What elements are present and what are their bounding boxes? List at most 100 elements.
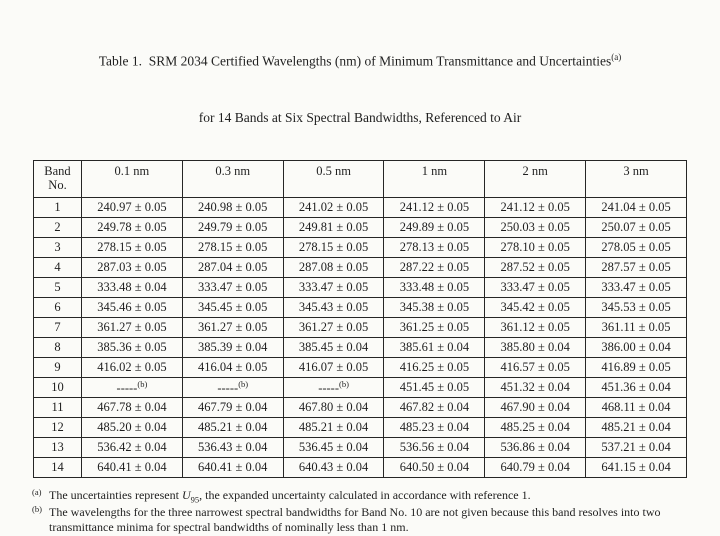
wavelength-cell: 385.80 ± 0.04 — [484, 336, 587, 358]
wavelength-cell: -----(b) — [81, 376, 183, 398]
band-number-cell: 8 — [33, 336, 82, 358]
wavelength-cell: 345.42 ± 0.05 — [484, 296, 587, 318]
wavelength-cell: 361.27 ± 0.05 — [282, 316, 385, 338]
footnotes: (a) The uncertainties represent U95, the … — [32, 486, 688, 536]
bandwidth-header: 0.1 nm — [81, 159, 183, 198]
table-row: 4 287.03 ± 0.05 287.04 ± 0.05 287.08 ± 0.05… — [33, 256, 687, 278]
band-number-cell: 9 — [33, 356, 82, 378]
table-row: 3 278.15 ± 0.05 278.15 ± 0.05 278.15 ± 0.05… — [33, 236, 687, 258]
bandwidth-header: 0.3 nm — [181, 159, 284, 198]
wavelength-cell: 250.07 ± 0.05 — [585, 216, 687, 238]
wavelength-cell: 278.05 ± 0.05 — [585, 236, 687, 258]
wavelength-cell: 361.12 ± 0.05 — [484, 316, 587, 338]
wavelength-cell: 249.78 ± 0.05 — [81, 216, 183, 238]
band-number-cell: 13 — [33, 436, 82, 458]
wavelength-cell: 333.47 ± 0.05 — [282, 276, 385, 298]
wavelength-cell: 416.57 ± 0.05 — [484, 356, 587, 378]
wavelength-cell: -----(b) — [181, 376, 284, 398]
footnote-a-text-before: The uncertainties represent — [49, 487, 182, 502]
band-number-cell: 5 — [33, 276, 82, 298]
table-row: 13 536.42 ± 0.04 536.43 ± 0.04 536.45 ± 0.0… — [33, 436, 687, 458]
wavelength-cell: 485.23 ± 0.04 — [383, 416, 486, 438]
band-number-cell: 6 — [33, 296, 82, 318]
wavelength-cell: 451.36 ± 0.04 — [585, 376, 687, 398]
footnote-ref-b: (b) — [238, 378, 249, 389]
wavelength-cell: 451.45 ± 0.05 — [383, 376, 486, 398]
wavelength-cell: 345.43 ± 0.05 — [282, 296, 385, 318]
header-row: Band No. 0.1 nm 0.3 nm 0.5 nm 1 nm 2 nm 3 nm — [33, 159, 687, 198]
wavelength-cell: 467.90 ± 0.04 — [484, 396, 587, 418]
wavelength-cell: 361.25 ± 0.05 — [383, 316, 486, 338]
footnote-b-text: The wavelengths for the three narrowest … — [49, 505, 661, 535]
table-row: 1 240.97 ± 0.05 240.98 ± 0.05 241.02 ± 0.05… — [33, 196, 687, 218]
wavelength-cell: 485.21 ± 0.04 — [181, 416, 284, 438]
wavelength-cell: 345.38 ± 0.05 — [383, 296, 486, 318]
wavelength-cell: 345.45 ± 0.05 — [181, 296, 284, 318]
band-number-cell: 7 — [33, 316, 82, 338]
u95-subscript: 95 — [190, 494, 200, 505]
wavelength-cell: 537.21 ± 0.04 — [585, 436, 687, 458]
wavelength-cell: 240.98 ± 0.05 — [181, 196, 284, 218]
u95-symbol: U — [181, 487, 191, 502]
wavelength-cell: 467.82 ± 0.04 — [383, 396, 486, 418]
wavelength-cell: 287.57 ± 0.05 — [585, 256, 687, 278]
wavelength-cell: 640.41 ± 0.04 — [181, 456, 284, 478]
table-row: 14 640.41 ± 0.04 640.41 ± 0.04 640.43 ± 0.0… — [33, 456, 687, 478]
footnote-a-text-after: , the expanded uncertainty calculated in… — [199, 487, 531, 502]
band-number-cell: 3 — [33, 236, 82, 258]
wavelength-cell: 451.32 ± 0.04 — [484, 376, 587, 398]
wavelength-cell: 249.89 ± 0.05 — [383, 216, 486, 238]
bandwidth-header: 1 nm — [383, 159, 486, 198]
wavelength-cell: 536.43 ± 0.04 — [181, 436, 284, 458]
footnote-a: (a) The uncertainties represent U95, the … — [32, 486, 688, 505]
wavelength-cell: 485.21 ± 0.04 — [282, 416, 385, 438]
table-title-line1: Table 1. SRM 2034 Certified Wavelengths … — [0, 51, 720, 71]
wavelength-cell: 416.07 ± 0.05 — [282, 356, 385, 378]
footnote-ref-b: (b) — [339, 378, 349, 389]
band-number-cell: 10 — [33, 376, 82, 398]
wavelength-cell: 416.02 ± 0.05 — [81, 356, 183, 378]
wavelength-cell: 536.42 ± 0.04 — [81, 436, 183, 458]
wavelength-cell: 640.41 ± 0.04 — [81, 456, 183, 478]
wavelength-cell: 241.04 ± 0.05 — [585, 196, 687, 218]
band-number-cell: 12 — [33, 416, 82, 438]
band-number-cell: 11 — [33, 396, 82, 418]
wavelength-cell: 467.80 ± 0.04 — [282, 396, 385, 418]
wavelength-cell: 467.78 ± 0.04 — [81, 396, 183, 418]
wavelength-cell: 333.48 ± 0.04 — [81, 276, 183, 298]
footnote-a-marker: (a) — [32, 486, 42, 497]
wavelength-cell: 278.15 ± 0.05 — [81, 236, 183, 258]
table-row: 7 361.27 ± 0.05 361.27 ± 0.05 361.27 ± 0.05… — [33, 316, 687, 338]
wavelength-cell: 249.79 ± 0.05 — [181, 216, 284, 238]
bandwidth-header: 2 nm — [484, 159, 587, 198]
wavelength-cell: 416.25 ± 0.05 — [383, 356, 486, 378]
wavelength-cell: 333.48 ± 0.05 — [383, 276, 486, 298]
band-number-cell: 2 — [33, 216, 82, 238]
table-row: 9 416.02 ± 0.05 416.04 ± 0.05 416.07 ± 0.05… — [33, 356, 687, 378]
table-row: 6 345.46 ± 0.05 345.45 ± 0.05 345.43 ± 0.05… — [33, 296, 687, 318]
wavelength-cell: 249.81 ± 0.05 — [282, 216, 385, 238]
band-number-cell: 1 — [33, 196, 82, 218]
wavelength-cell: 250.03 ± 0.05 — [484, 216, 587, 238]
wavelength-cell: 333.47 ± 0.05 — [181, 276, 284, 298]
table-row: 10 -----(b) -----(b) -----(b) 451.45 ± 0.05 4… — [33, 376, 687, 398]
wavelength-cell: 240.97 ± 0.05 — [81, 196, 183, 218]
table-row: 8 385.36 ± 0.05 385.39 ± 0.04 385.45 ± 0.04… — [33, 336, 687, 358]
wavelength-cell: 287.03 ± 0.05 — [81, 256, 183, 278]
wavelength-cell: 386.00 ± 0.04 — [585, 336, 687, 358]
wavelength-cell: 241.12 ± 0.05 — [484, 196, 587, 218]
wavelength-cell: 536.45 ± 0.04 — [282, 436, 385, 458]
wavelength-cell: 287.22 ± 0.05 — [383, 256, 486, 278]
table-row: 2 249.78 ± 0.05 249.79 ± 0.05 249.81 ± 0.05… — [33, 216, 687, 238]
wavelength-cell: 361.11 ± 0.05 — [585, 316, 687, 338]
table-title: Table 1. SRM 2034 Certified Wavelengths … — [0, 0, 720, 147]
wavelength-cell: 640.43 ± 0.04 — [282, 456, 385, 478]
footnote-ref-a: (a) — [611, 51, 622, 62]
table-title-line2: for 14 Bands at Six Spectral Bandwidths,… — [198, 109, 522, 125]
table-title-line1-text: Table 1. SRM 2034 Certified Wavelengths … — [98, 53, 612, 69]
band-number-cell: 4 — [33, 256, 82, 278]
wavelength-cell: 361.27 ± 0.05 — [181, 316, 284, 338]
wavelength-cell: 278.15 ± 0.05 — [181, 236, 284, 258]
wavelength-cell: 485.21 ± 0.04 — [585, 416, 687, 438]
wavelength-cell: 536.56 ± 0.04 — [383, 436, 486, 458]
